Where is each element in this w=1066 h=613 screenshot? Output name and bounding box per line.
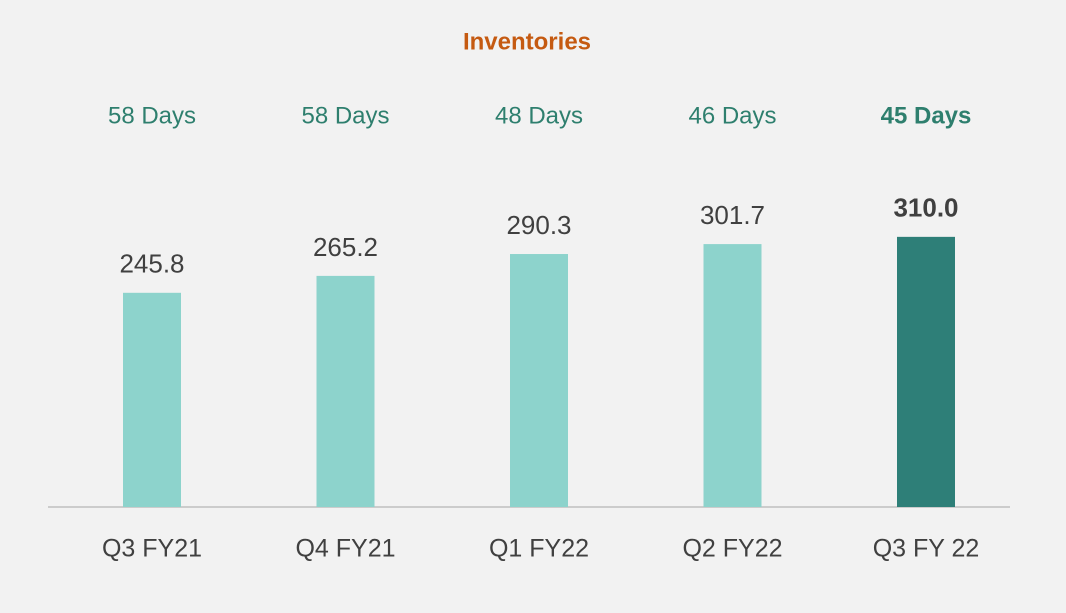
days-label: 58 Days xyxy=(108,102,196,129)
x-tick-label: Q3 FY 22 xyxy=(873,535,980,563)
bar xyxy=(510,254,568,507)
days-label: 48 Days xyxy=(495,102,583,129)
x-tick-label: Q3 FY21 xyxy=(102,535,202,563)
x-tick-label: Q1 FY22 xyxy=(489,535,589,563)
days-label: 46 Days xyxy=(688,102,776,129)
value-label: 245.8 xyxy=(119,249,184,279)
x-tick-label: Q2 FY22 xyxy=(682,535,782,563)
value-label: 290.3 xyxy=(506,210,571,240)
bar xyxy=(897,236,955,507)
bar xyxy=(123,292,181,507)
value-label: 301.7 xyxy=(700,200,765,230)
bar xyxy=(316,275,375,507)
chart-title: Inventories xyxy=(463,28,591,55)
x-tick-label: Q4 FY21 xyxy=(295,535,395,563)
value-label: 265.2 xyxy=(313,232,378,262)
bar xyxy=(703,244,762,507)
days-label: 58 Days xyxy=(301,102,389,129)
value-label: 310.0 xyxy=(893,193,958,223)
days-label: 45 Days xyxy=(881,102,972,129)
